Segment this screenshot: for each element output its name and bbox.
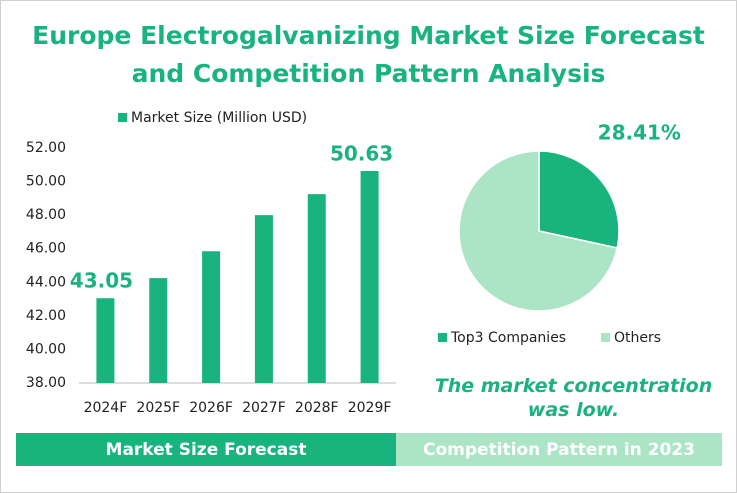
y-tick-label: 52.00 [26,140,66,156]
legend-swatch [118,113,127,122]
legend-label: Others [614,330,661,346]
legend-swatch [438,333,447,342]
pie-slice [538,150,620,249]
bar [96,298,115,383]
x-tick-label: 2024F [84,400,128,416]
footer-right [396,433,722,466]
title: Europe Electrogalvanizing Market Size Fo… [32,21,705,88]
y-tick-label: 40.00 [26,341,66,357]
x-tick-label: 2029F [348,400,392,416]
y-tick-label: 50.00 [26,174,66,190]
x-tick-label: 2025F [136,400,180,416]
pie-slice [458,150,619,312]
bar [254,215,273,383]
bar [360,170,379,383]
y-tick-label: 38.00 [26,375,66,391]
data-label: 28.41% [598,121,681,145]
x-tick-label: 2027F [242,400,286,416]
y-tick-label: 46.00 [26,241,66,257]
y-tick-label: 48.00 [26,207,66,223]
bar [307,194,326,383]
bar [149,278,168,383]
bar [202,251,221,383]
data-label: 50.63 [330,141,393,165]
footer-left [16,433,396,466]
legend-label: Market Size (Million USD) [131,110,307,126]
x-tick-label: 2028F [295,400,339,416]
x-tick-label: 2026F [189,400,233,416]
y-tick-label: 44.00 [26,274,66,290]
footer-label: Market Size Forecast [106,440,307,460]
y-tick-label: 42.00 [26,308,66,324]
legend-label: Top3 Companies [450,330,566,346]
footer-label: Competition Pattern in 2023 [423,440,695,460]
legend-swatch [601,333,610,342]
annotation: The market concentration was low. [434,375,713,421]
data-label: 43.05 [70,269,133,293]
